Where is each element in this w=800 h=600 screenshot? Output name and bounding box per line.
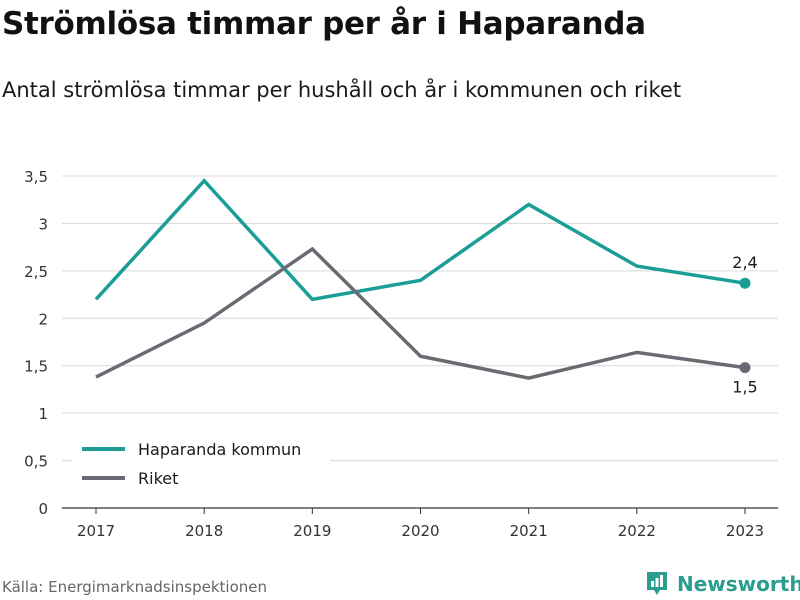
series-lines bbox=[94, 178, 751, 380]
brand-name: Newsworthy bbox=[677, 572, 800, 596]
line-chart: 0 0,5 1 1,5 2 2,5 3 3,5 2017 2018 2019 2020 2021 2022… bbox=[24, 168, 778, 540]
x-tick-label: 2020 bbox=[401, 522, 439, 540]
x-tick-label: 2021 bbox=[510, 522, 548, 540]
end-labels: 2,4 1,5 bbox=[732, 253, 757, 396]
y-tick-label: 1,5 bbox=[24, 358, 48, 376]
end-point-riket bbox=[739, 362, 751, 374]
y-tick-label: 1 bbox=[38, 405, 48, 423]
axes: 0 0,5 1 1,5 2 2,5 3 3,5 2017 2018 2019 2020 2021 2022… bbox=[24, 168, 778, 540]
x-tick-label: 2023 bbox=[726, 522, 764, 540]
x-tick-label: 2022 bbox=[618, 522, 656, 540]
chart-subtitle: Antal strömlösa timmar per hushåll och å… bbox=[2, 78, 682, 102]
x-tick-label: 2019 bbox=[293, 522, 331, 540]
end-label-haparanda: 2,4 bbox=[732, 253, 757, 272]
legend: Haparanda kommun Riket bbox=[72, 434, 330, 494]
y-tick-label: 0 bbox=[38, 500, 48, 518]
legend-label: Haparanda kommun bbox=[138, 440, 301, 459]
y-tick-label: 3,5 bbox=[24, 168, 48, 186]
end-point-haparanda bbox=[739, 277, 751, 289]
end-label-riket: 1,5 bbox=[732, 378, 757, 397]
series-line-haparanda bbox=[94, 178, 746, 302]
y-tick-label: 3 bbox=[38, 215, 48, 233]
legend-label: Riket bbox=[138, 469, 178, 488]
brand-logo: Newsworthy bbox=[645, 570, 800, 598]
source-note: Källa: Energimarknadsinspektionen bbox=[2, 578, 268, 596]
x-tick-label: 2017 bbox=[77, 522, 115, 540]
bar-chart-icon bbox=[647, 572, 667, 595]
series-line-riket bbox=[95, 246, 746, 380]
chart-title: Strömlösa timmar per år i Haparanda bbox=[2, 6, 646, 42]
x-tick-label: 2018 bbox=[185, 522, 223, 540]
y-tick-label: 2,5 bbox=[24, 263, 48, 281]
legend-background bbox=[72, 434, 330, 494]
y-tick-label: 0,5 bbox=[24, 453, 48, 471]
y-tick-label: 2 bbox=[38, 310, 48, 328]
